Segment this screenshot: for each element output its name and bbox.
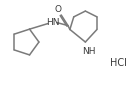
Text: O: O — [55, 5, 62, 14]
Text: NH: NH — [82, 47, 96, 56]
Text: HN: HN — [46, 18, 59, 27]
Text: HCl: HCl — [110, 58, 127, 68]
